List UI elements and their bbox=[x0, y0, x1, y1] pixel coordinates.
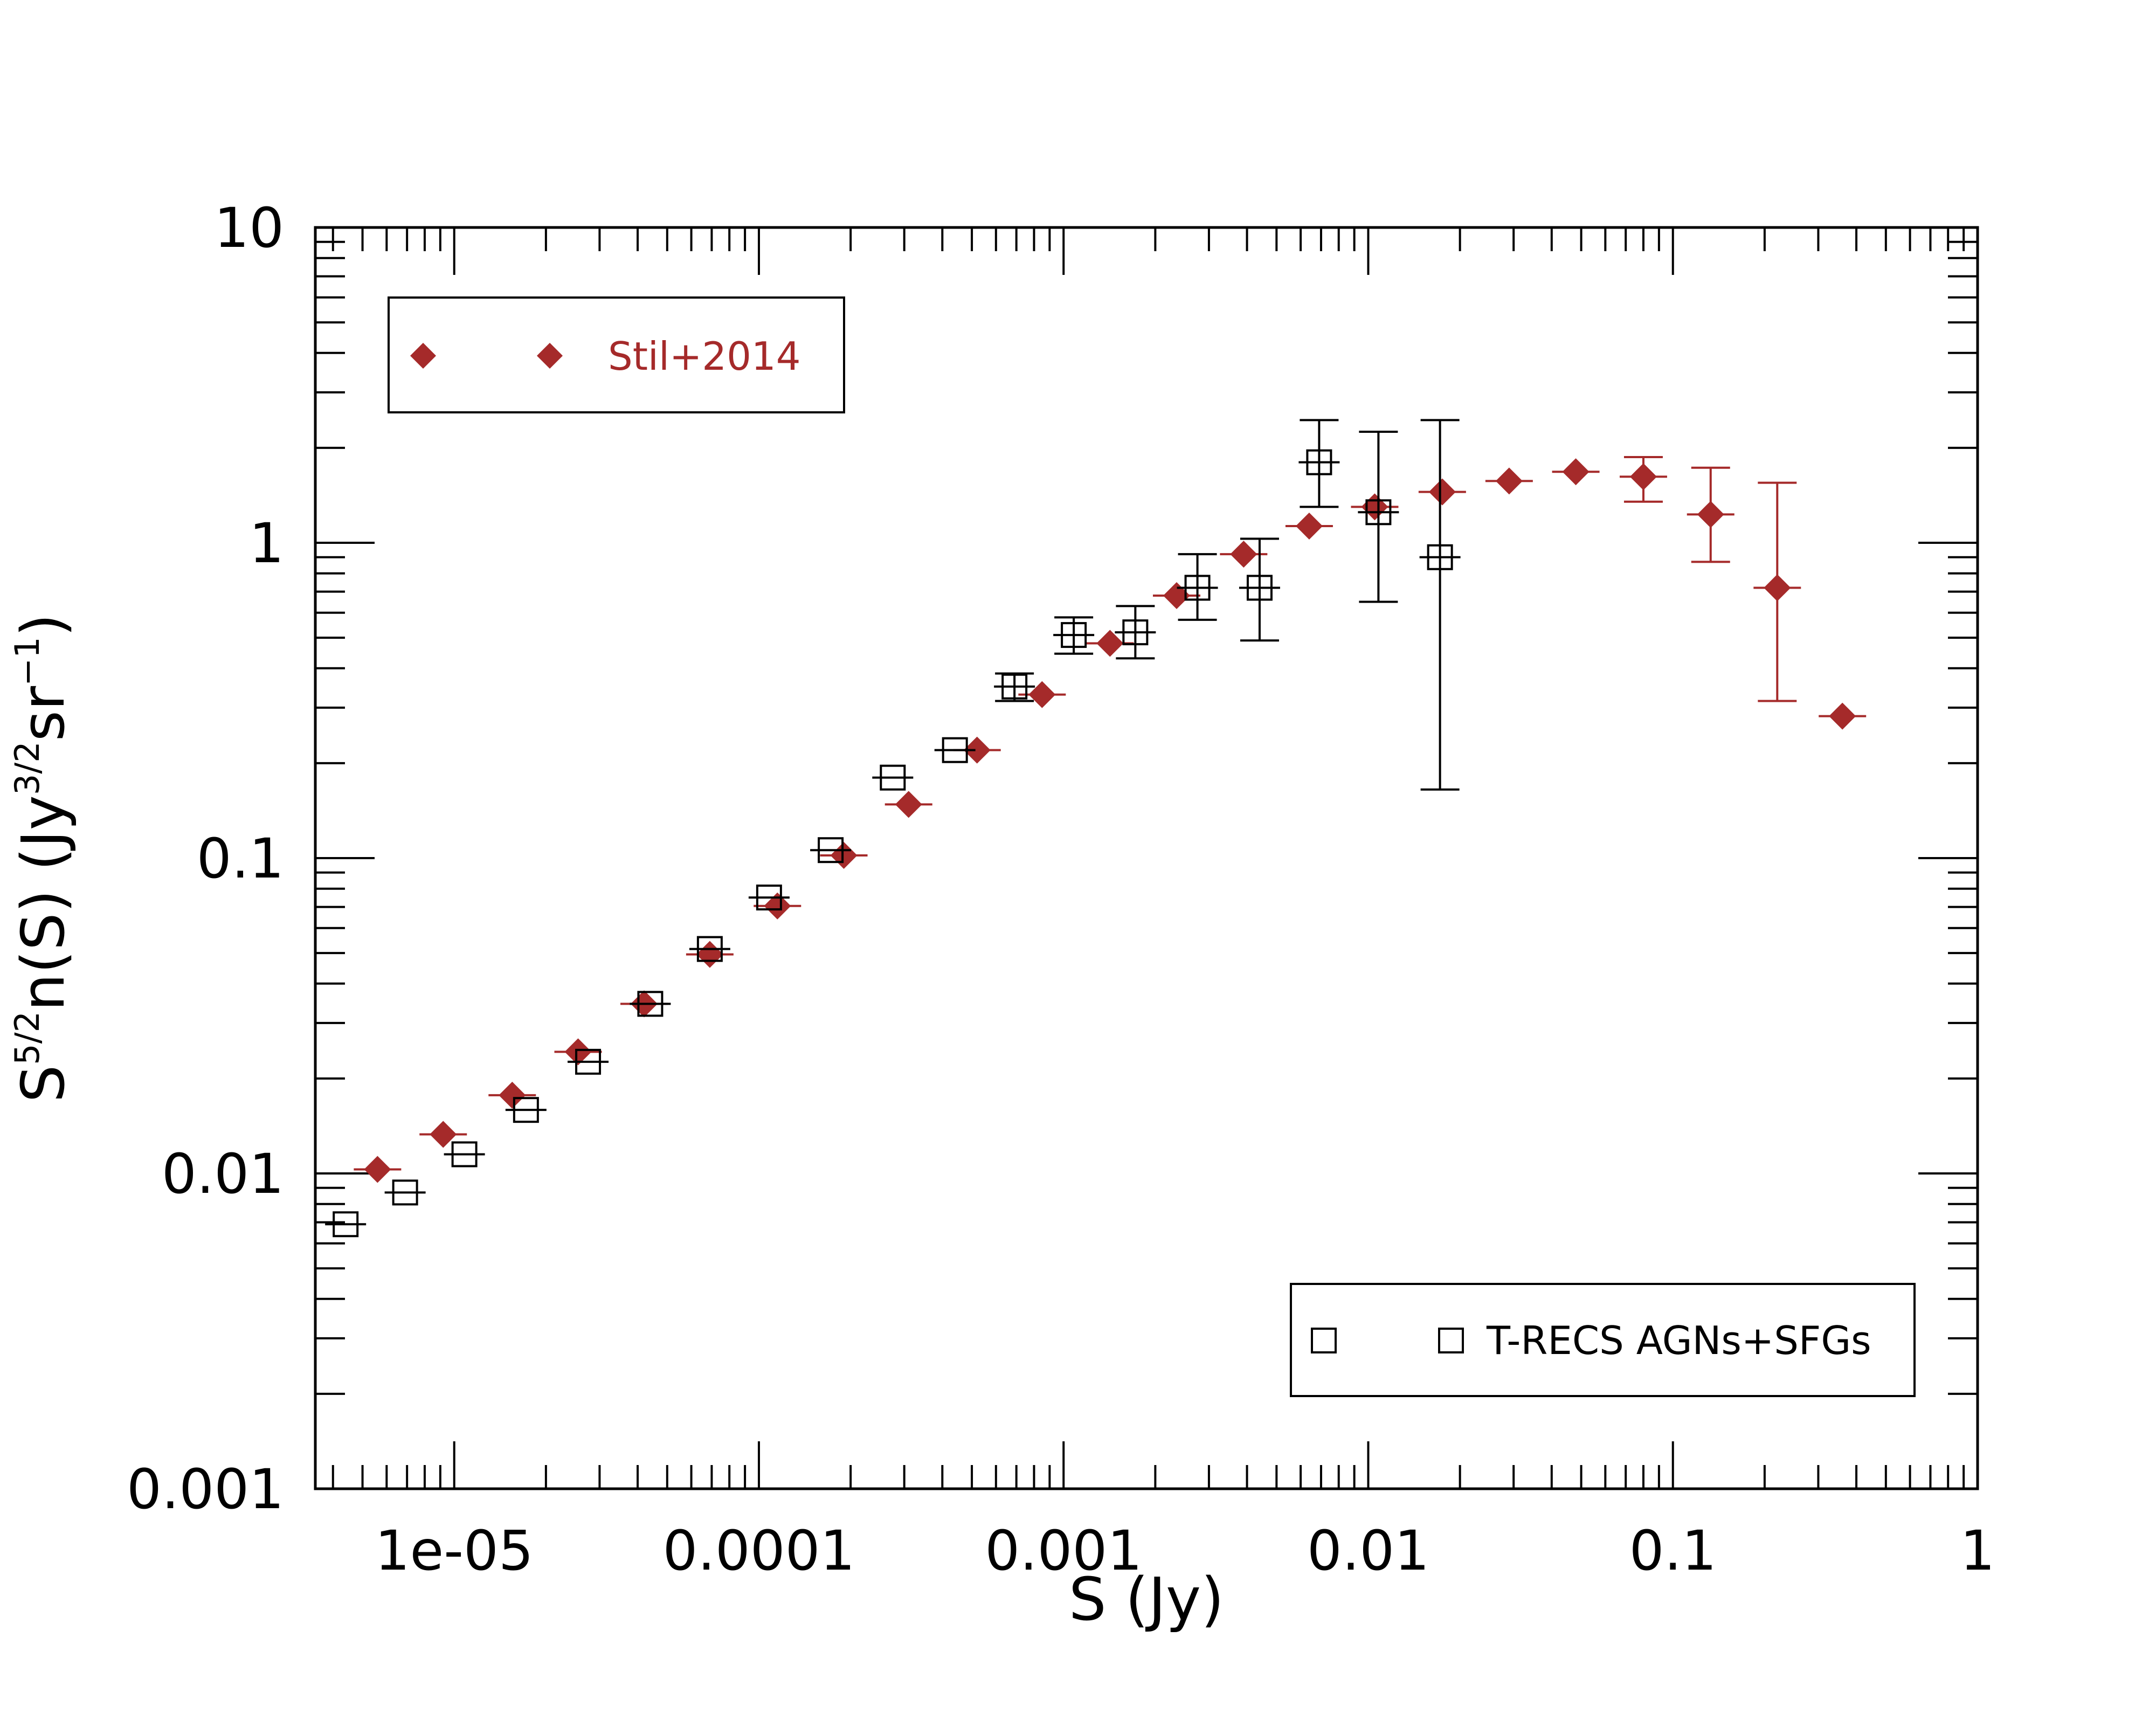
data-point-diamond bbox=[499, 1081, 526, 1109]
legend-stil-box bbox=[388, 296, 845, 413]
data-point-square bbox=[637, 991, 664, 1017]
data-point-square bbox=[942, 737, 968, 763]
data-point-diamond bbox=[1361, 493, 1388, 521]
data-point-diamond bbox=[895, 791, 922, 818]
legend-trecs-marker-right bbox=[1438, 1328, 1464, 1353]
y-tick-label: 0.01 bbox=[162, 1142, 284, 1206]
data-point-diamond bbox=[830, 841, 858, 869]
legend-trecs-box bbox=[1290, 1283, 1916, 1397]
y-axis-label: S5/2n(S) (Jy3/2sr−1) bbox=[8, 613, 78, 1102]
data-point-diamond bbox=[1428, 478, 1456, 506]
data-point-diamond bbox=[1096, 630, 1124, 657]
y-label-base: S bbox=[9, 1065, 78, 1103]
data-point-diamond bbox=[1829, 702, 1856, 730]
data-point-diamond bbox=[696, 941, 723, 968]
data-point-square bbox=[451, 1141, 478, 1168]
data-point-square bbox=[1246, 575, 1273, 601]
data-point-square bbox=[513, 1097, 539, 1123]
data-point-square bbox=[1061, 622, 1087, 648]
data-point-square bbox=[333, 1211, 359, 1238]
data-point-square bbox=[1122, 619, 1149, 646]
data-point-square bbox=[696, 936, 723, 962]
data-point-diamond bbox=[564, 1038, 592, 1066]
legend-trecs-label: T-RECS AGNs+SFGs bbox=[1486, 1318, 1871, 1363]
y-tick-label: 10 bbox=[214, 196, 284, 260]
legend-stil-marker-right bbox=[537, 343, 563, 369]
y-label-mid2: sr bbox=[9, 686, 78, 741]
data-point-square bbox=[818, 837, 844, 864]
data-point-square bbox=[756, 885, 782, 911]
data-point-diamond bbox=[1697, 501, 1724, 528]
series-open-square bbox=[325, 419, 1461, 1238]
data-series bbox=[325, 419, 1867, 1238]
data-point-diamond bbox=[1562, 458, 1590, 486]
y-label-mid: n(S) (Jy bbox=[9, 795, 78, 1011]
data-point-diamond bbox=[1230, 541, 1257, 568]
y-tick-label: 0.1 bbox=[197, 827, 284, 891]
data-point-diamond bbox=[364, 1156, 391, 1183]
data-point-diamond bbox=[1295, 512, 1323, 540]
y-label-sup1: 5/2 bbox=[8, 1011, 47, 1065]
y-label-sup3: −1 bbox=[8, 637, 47, 686]
plot-frame bbox=[314, 226, 1979, 1490]
data-point-square bbox=[1306, 449, 1332, 475]
y-label-end: ) bbox=[9, 613, 78, 637]
legend-stil: Stil+2014 bbox=[388, 296, 845, 413]
data-point-square bbox=[1001, 673, 1028, 700]
x-tick-label: 0.01 bbox=[1307, 1519, 1429, 1583]
tick-labels: 1e-05 0.0001 0.001 0.01 0.1 1 0.001 0.01 0.1 1 10 bbox=[127, 196, 1995, 1583]
data-point-square bbox=[575, 1048, 602, 1075]
x-axis-label: S (Jy) bbox=[1069, 1565, 1224, 1634]
legend-trecs-marker-left bbox=[1311, 1328, 1337, 1353]
y-tick-label: 0.001 bbox=[127, 1457, 284, 1522]
data-point-diamond bbox=[1163, 582, 1190, 609]
x-tick-label: 1 bbox=[1960, 1519, 1995, 1583]
x-tick-label: 1e-05 bbox=[375, 1519, 534, 1583]
data-point-square bbox=[1427, 544, 1453, 570]
data-point-square bbox=[392, 1179, 418, 1206]
data-point-square bbox=[1184, 575, 1211, 601]
data-point-square bbox=[1365, 499, 1392, 526]
legend-stil-marker-left bbox=[410, 343, 436, 369]
data-point-diamond bbox=[963, 736, 991, 764]
legend-trecs: T-RECS AGNs+SFGs bbox=[1290, 1283, 1916, 1397]
data-point-diamond bbox=[1764, 574, 1791, 602]
data-point-diamond bbox=[764, 892, 791, 920]
x-tick-label: 0.001 bbox=[985, 1519, 1142, 1583]
legend-stil-label: Stil+2014 bbox=[608, 334, 801, 379]
data-point-diamond bbox=[1028, 681, 1056, 708]
data-point-diamond bbox=[1629, 463, 1657, 491]
data-point-diamond bbox=[1495, 467, 1523, 495]
x-tick-label: 0.1 bbox=[1629, 1519, 1717, 1583]
x-tick-label: 0.0001 bbox=[663, 1519, 855, 1583]
y-label-sup2: 3/2 bbox=[8, 741, 47, 795]
data-point-diamond bbox=[430, 1121, 457, 1148]
y-tick-label: 1 bbox=[249, 512, 284, 576]
data-point-square bbox=[880, 764, 906, 791]
